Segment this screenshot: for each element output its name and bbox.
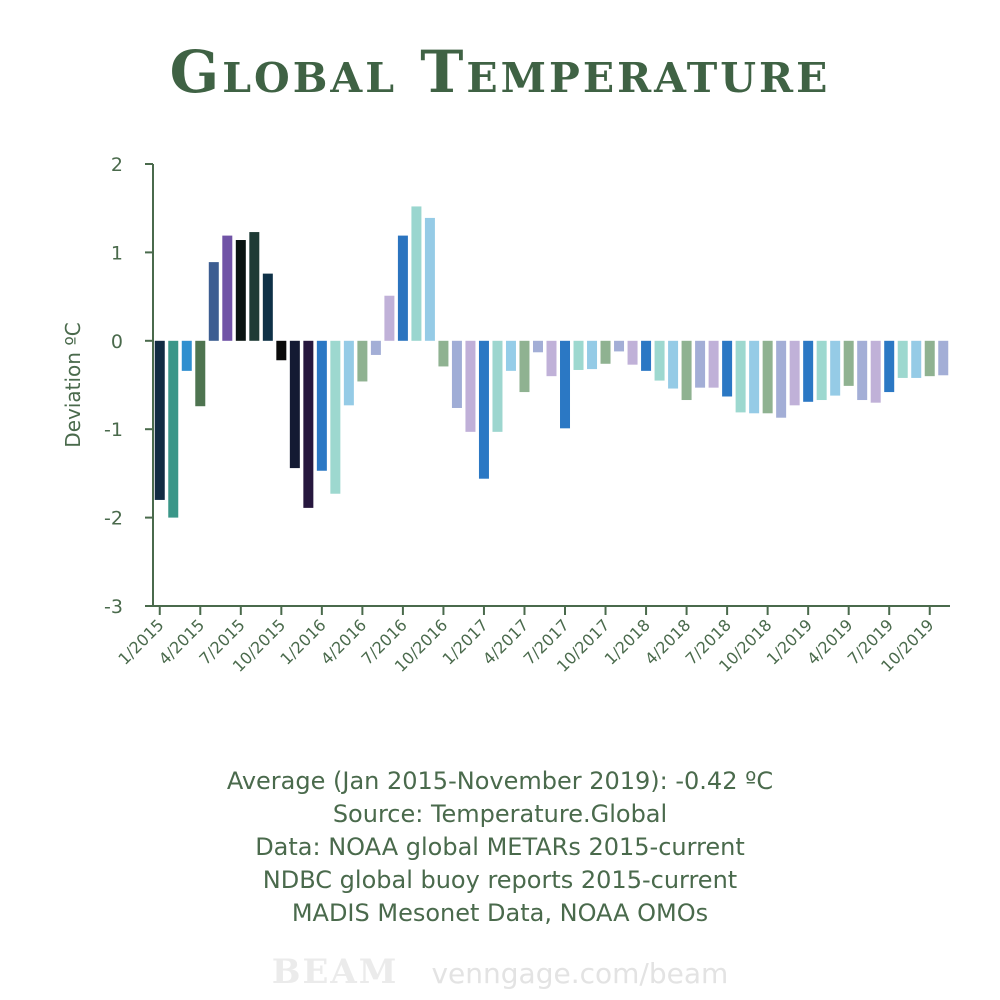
bar (384, 295, 395, 341)
bar (938, 340, 949, 376)
bar (235, 240, 246, 341)
bar (465, 340, 476, 432)
bar (789, 340, 800, 406)
bar (397, 235, 408, 341)
bar (695, 340, 706, 388)
bar (897, 340, 908, 378)
bar (276, 340, 287, 361)
bar (722, 340, 733, 397)
bar (438, 340, 449, 367)
bar (411, 206, 422, 341)
footer-line: Source: Temperature.Global (332, 800, 668, 828)
bar-chart: 2 1 0 -1 -2 -3 1/20154/20157/201510/20151/201… (61, 154, 950, 676)
bar (532, 340, 543, 353)
bar (451, 340, 462, 408)
y-tick-label: -2 (104, 508, 123, 530)
bar (330, 340, 341, 494)
y-axis-label: Deviation ºC (61, 322, 85, 447)
bar (492, 340, 503, 432)
bar (289, 340, 300, 469)
bar (924, 340, 935, 377)
bar (357, 340, 368, 382)
bar (830, 340, 841, 396)
footer-line: NDBC global buoy reports 2015-current (262, 866, 738, 894)
axes-group (145, 163, 950, 615)
bar (735, 340, 746, 413)
bar (505, 340, 516, 371)
bar (681, 340, 692, 401)
y-tick-label: 2 (111, 154, 123, 176)
bar (478, 340, 489, 479)
watermark: BEAM venngage.com/beam (0, 952, 1000, 992)
bar (614, 340, 625, 352)
bar (843, 340, 854, 386)
bar (546, 340, 557, 377)
bar (654, 340, 665, 381)
y-tick-labels: 2 1 0 -1 -2 -3 (104, 154, 123, 618)
bar (519, 340, 530, 393)
bar (762, 340, 773, 414)
chart-title: Global Temperature (169, 38, 831, 106)
watermark-url: venngage.com/beam (431, 957, 729, 990)
bar (627, 340, 638, 365)
beam-logo: BEAM (271, 952, 399, 992)
bars-group (154, 206, 949, 518)
bar (424, 217, 435, 341)
bar (668, 340, 679, 389)
bar (884, 340, 895, 393)
footer-line: Average (Jan 2015-November 2019): -0.42 … (226, 767, 774, 795)
bar (195, 340, 206, 407)
y-tick-label: -3 (104, 596, 123, 618)
bar (776, 340, 787, 418)
bar (803, 340, 814, 402)
bar (208, 262, 219, 341)
bar (600, 340, 611, 364)
bar (154, 340, 165, 500)
bar (911, 340, 922, 378)
y-tick-label: 1 (111, 242, 123, 264)
footer-line: MADIS Mesonet Data, NOAA OMOs (291, 899, 709, 927)
bar (168, 340, 179, 518)
bar (857, 340, 868, 401)
bar (343, 340, 354, 406)
bar (816, 340, 827, 401)
x-tick-labels: 1/20154/20157/201510/20151/20164/20167/2… (114, 615, 937, 675)
bar (560, 340, 571, 429)
bar (870, 340, 881, 403)
bar (573, 340, 584, 370)
bar (249, 232, 260, 341)
y-tick-label: 0 (111, 331, 123, 353)
chart-footer: Average (Jan 2015-November 2019): -0.42 … (0, 765, 1000, 930)
bar (370, 340, 381, 355)
bar (262, 273, 273, 341)
footer-line: Data: NOAA global METARs 2015-current (255, 833, 745, 861)
bar (708, 340, 719, 388)
bar (316, 340, 327, 471)
bar (181, 340, 192, 371)
bar (222, 235, 233, 341)
bar (749, 340, 760, 414)
bar (303, 340, 314, 508)
bar (587, 340, 598, 370)
y-tick-label: -1 (104, 419, 123, 441)
bar (641, 340, 652, 371)
